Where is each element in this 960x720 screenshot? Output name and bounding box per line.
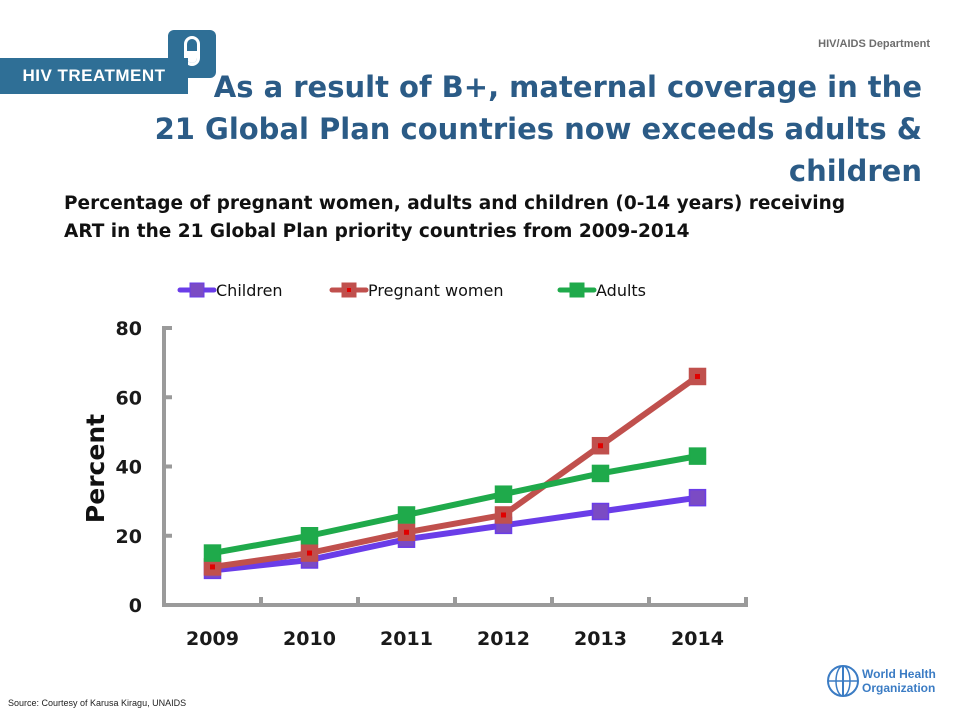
y-axis-label: Percent	[81, 414, 110, 523]
y-tick-label: 80	[116, 318, 142, 340]
line-chart: 0 20 40 60 80 2009 2010 2011 2012 2013 2014 Percent…	[81, 281, 748, 650]
series-line	[212, 494, 698, 574]
data-point-dot	[598, 443, 603, 449]
title-line-1: As a result of B+, maternal coverage in …	[213, 70, 922, 104]
x-tick-label: 2011	[380, 628, 433, 650]
data-point	[688, 488, 707, 507]
chart-subtitle: Percentage of pregnant women, adults and…	[64, 190, 924, 246]
data-point	[494, 485, 513, 503]
y-tick-label: 40	[116, 457, 142, 479]
legend-swatch-marker	[189, 282, 205, 298]
data-point-dot	[404, 529, 409, 535]
data-point-dot	[210, 564, 215, 570]
x-tick-label: 2010	[283, 628, 336, 650]
y-tick-label: 0	[129, 595, 142, 617]
y-tick-label: 60	[116, 387, 142, 409]
legend-swatch-dot	[347, 288, 351, 292]
legend-label: Pregnant women	[368, 281, 503, 300]
data-point	[688, 447, 707, 465]
data-point	[397, 506, 416, 524]
subtitle-line-1: Percentage of pregnant women, adults and…	[64, 193, 846, 214]
data-point-dot	[501, 512, 506, 518]
who-emblem-icon	[827, 665, 859, 697]
data-point	[591, 464, 610, 483]
x-tick-label: 2012	[477, 628, 530, 650]
data-point-dot	[307, 550, 312, 556]
x-tick-label: 2014	[671, 628, 724, 650]
data-point	[300, 527, 319, 545]
hiv-treatment-badge: HIV TREATMENT	[0, 58, 188, 94]
pill-icon	[184, 36, 200, 66]
legend-swatch-marker	[569, 282, 585, 298]
series-line	[212, 374, 700, 570]
who-wordmark: World Health Organization	[862, 667, 936, 695]
data-point	[591, 502, 610, 521]
x-tick-label: 2009	[186, 628, 239, 650]
who-line-1: World Health	[862, 667, 936, 681]
data-point-dot	[695, 373, 700, 379]
legend-label: Adults	[596, 281, 646, 300]
title-line-2: 21 Global Plan countries now exceeds adu…	[154, 112, 922, 188]
y-tick-label: 20	[116, 526, 142, 548]
x-tick-label: 2013	[574, 628, 627, 650]
series-line	[211, 453, 699, 557]
source-note: Source: Courtesy of Karusa Kiragu, UNAID…	[8, 698, 187, 708]
who-logo: World Health Organization	[826, 664, 936, 700]
page-title: As a result of B+, maternal coverage in …	[42, 66, 922, 192]
who-line-2: Organization	[862, 681, 936, 695]
subtitle-line-2: ART in the 21 Global Plan priority count…	[64, 221, 690, 242]
legend-label: Children	[216, 281, 283, 300]
data-point	[203, 544, 222, 562]
department-label: HIV/AIDS Department	[818, 38, 930, 50]
